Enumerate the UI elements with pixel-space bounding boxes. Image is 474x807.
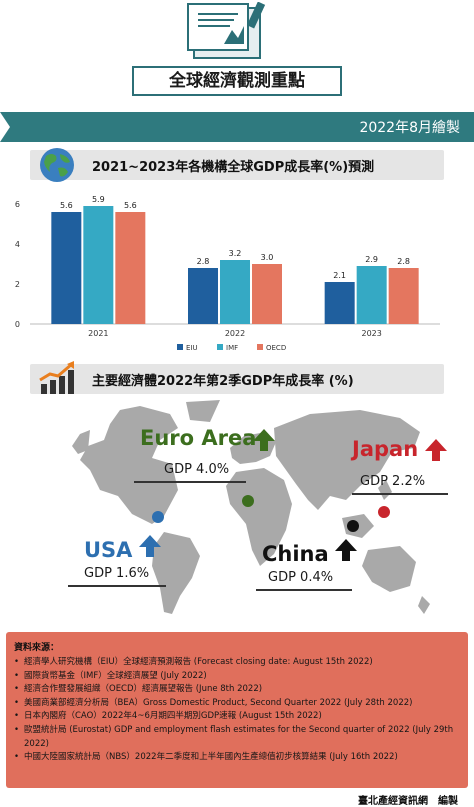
growth-chart-icon — [38, 360, 78, 396]
gdp-forecast-chart: 0 2 4 6 5.6 5.9 5.6 2021 2.8 3.2 3.0 2022 2.1 2.9 2.8 2… — [15, 195, 440, 352]
x-tick-label: 2023 — [361, 329, 381, 338]
y-tick-label: 0 — [15, 320, 20, 329]
legend-swatch — [257, 344, 263, 350]
x-tick-label: 2022 — [225, 329, 245, 338]
date-banner: 2022年8月繪製 — [0, 112, 474, 142]
china-marker — [347, 520, 359, 532]
japan-gdp: GDP 2.2% — [360, 474, 426, 489]
section-q2-bar: 主要經濟體2022年第2季GDP年成長率 (%) — [30, 364, 444, 394]
section-q2-title: 主要經濟體2022年第2季GDP年成長率 (%) — [92, 374, 354, 389]
bar-eiu-2023 — [324, 282, 355, 324]
bar-value-label: 3.0 — [261, 253, 274, 262]
footer-credit: 臺北產經資訊網 編製 — [358, 796, 458, 807]
bar-value-label: 2.8 — [397, 257, 410, 266]
x-tick-label: 2021 — [88, 329, 108, 338]
bar-value-label: 5.6 — [124, 201, 137, 210]
usa-underline — [68, 585, 166, 587]
bar-eiu-2022 — [188, 268, 218, 324]
euro-area-marker — [242, 495, 254, 507]
source-item: 中國大陸國家統計局（NBS）2022年二季度和上半年國內生產總值初步核算結果 (… — [14, 751, 462, 765]
legend-label: OECD — [266, 344, 286, 352]
japan-marker — [378, 506, 390, 518]
euro-area-label: Euro Area — [140, 426, 257, 450]
sources-title: 資料來源： — [14, 643, 60, 653]
bar-imf-2023 — [356, 266, 387, 324]
bar-imf-2022 — [220, 260, 250, 324]
world-map — [72, 400, 430, 614]
source-item: 經濟合作暨發展組織（OECD）經濟展望報告 (June 8th 2022) — [14, 683, 462, 697]
usa-label: USA — [84, 538, 133, 562]
bar-value-label: 2.1 — [333, 271, 346, 280]
bar-value-label: 5.6 — [60, 201, 73, 210]
bar-eiu-2021 — [51, 212, 82, 324]
euro-area-gdp: GDP 4.0% — [164, 462, 230, 477]
sources-panel: 資料來源： 經濟學人研究機構（EIU）全球經濟預測報告 (Forecast cl… — [6, 632, 468, 788]
source-item: 經濟學人研究機構（EIU）全球經濟預測報告 (Forecast closing … — [14, 656, 462, 670]
source-item: 日本內閣府（CAO）2022年4~6月期四半期別GDP速報 (August 15… — [14, 710, 462, 724]
notebook-icon — [186, 1, 266, 62]
bar-value-label: 2.8 — [197, 257, 210, 266]
section-forecast-bar: 2021~2023年各機構全球GDP成長率(%)預測 — [30, 150, 444, 180]
sources-list: 經濟學人研究機構（EIU）全球經濟預測報告 (Forecast closing … — [14, 656, 462, 765]
china-up-arrow-icon — [334, 538, 358, 566]
bar-oecd-2022 — [252, 264, 282, 324]
euro-area-underline — [134, 481, 246, 483]
legend-swatch — [217, 344, 223, 350]
banner-notch — [0, 112, 10, 142]
bar-value-label: 3.2 — [229, 249, 242, 258]
japan-up-arrow-icon — [424, 438, 448, 466]
legend-label: IMF — [226, 344, 238, 352]
japan-label: Japan — [352, 437, 419, 461]
source-item: 歐盟統計局 (Eurostat) GDP and employment flas… — [14, 724, 462, 751]
bar-oecd-2023 — [388, 268, 419, 324]
source-item: 國際貨幣基金（IMF）全球經濟展望 (July 2022) — [14, 670, 462, 684]
date-text: 2022年8月繪製 — [359, 120, 460, 136]
source-item: 美國商業部經濟分析局（BEA）Gross Domestic Product, S… — [14, 697, 462, 711]
euro-area-up-arrow-icon — [252, 428, 276, 456]
china-label: China — [262, 542, 329, 566]
footer: 臺北產經資訊網 編製 — [0, 792, 474, 807]
y-tick-label: 2 — [15, 280, 20, 289]
y-tick-label: 4 — [15, 240, 20, 249]
y-tick-label: 6 — [15, 200, 20, 209]
usa-marker — [152, 511, 164, 523]
usa-up-arrow-icon — [138, 534, 162, 562]
bar-value-label: 5.9 — [92, 195, 105, 204]
usa-gdp: GDP 1.6% — [84, 566, 150, 581]
legend-swatch — [177, 344, 183, 350]
china-gdp: GDP 0.4% — [268, 570, 334, 585]
page-title: 全球經濟觀測重點 — [132, 66, 342, 96]
bar-oecd-2021 — [115, 212, 146, 324]
china-underline — [256, 589, 352, 591]
bar-value-label: 2.9 — [365, 255, 378, 264]
legend-label: EIU — [186, 344, 198, 352]
section-forecast-title: 2021~2023年各機構全球GDP成長率(%)預測 — [92, 160, 375, 175]
globe-icon — [38, 146, 76, 184]
japan-underline — [352, 493, 448, 495]
bar-imf-2021 — [83, 206, 114, 324]
